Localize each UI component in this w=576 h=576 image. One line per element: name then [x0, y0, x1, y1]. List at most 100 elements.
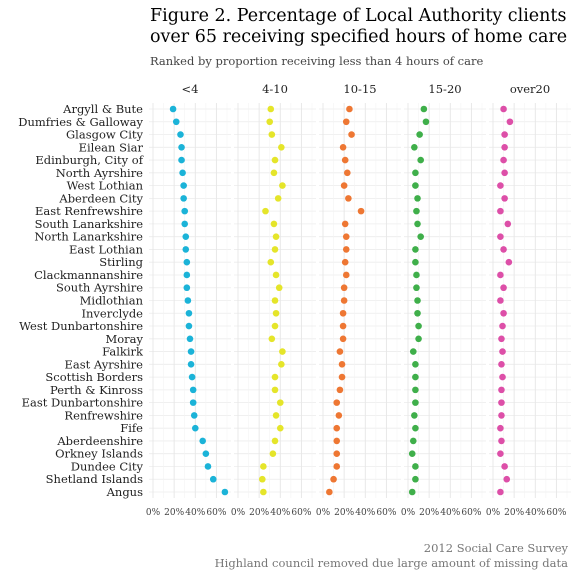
data-point	[412, 361, 419, 368]
data-point	[501, 195, 508, 202]
data-point	[183, 271, 191, 279]
data-point	[180, 182, 187, 189]
y-tick-label: Inverclyde	[81, 306, 143, 320]
y-tick-label: East Ayrshire	[64, 357, 143, 371]
data-point	[279, 182, 286, 189]
data-point	[187, 348, 195, 355]
data-point	[415, 322, 422, 330]
data-point	[272, 271, 280, 279]
data-point	[500, 246, 507, 253]
x-tick-label: 0%	[316, 508, 331, 518]
data-point	[340, 284, 348, 292]
data-point	[333, 437, 341, 445]
data-point	[342, 246, 350, 253]
data-point	[268, 131, 276, 138]
facet-panel: over20 0% 20% 40% 60%	[486, 82, 571, 518]
data-point	[498, 386, 505, 394]
y-tick-label: Orkney Islands	[55, 447, 143, 461]
data-point	[169, 105, 177, 113]
data-point	[500, 309, 507, 317]
data-point	[497, 297, 504, 304]
data-point	[172, 118, 180, 126]
y-tick-label: Edinburgh, City of	[35, 153, 143, 167]
data-point	[272, 412, 280, 419]
data-point	[500, 156, 507, 164]
data-point	[415, 335, 422, 343]
chart-subtitle: Ranked by proportion receiving less than…	[150, 54, 484, 68]
data-point	[336, 386, 344, 394]
y-tick-label: Stirling	[99, 255, 143, 269]
data-point	[271, 246, 279, 253]
data-point	[179, 169, 186, 177]
data-point	[333, 399, 341, 406]
data-point	[340, 297, 348, 304]
y-tick-label: South Ayrshire	[56, 281, 143, 295]
data-point	[357, 207, 365, 215]
data-point	[501, 144, 508, 151]
data-point	[186, 335, 194, 343]
y-tick-label: East Lothian	[69, 242, 144, 256]
facet-panel: 15-20 0% 20% 40% 60%	[401, 82, 486, 518]
dot-plot-chart: <40% 20% 40% 60%4-100% 20% 40% 60%10-150% 20% 40…	[18, 82, 571, 518]
data-point	[498, 437, 505, 445]
data-point	[276, 424, 284, 432]
y-tick-label: Shetland Islands	[46, 472, 143, 486]
data-point	[412, 386, 419, 394]
data-point	[417, 233, 424, 240]
data-point	[339, 144, 347, 151]
data-point	[271, 386, 279, 394]
data-point	[412, 399, 419, 406]
data-point	[339, 322, 347, 330]
data-point	[278, 361, 285, 368]
y-tick-label: Aberdeenshire	[56, 434, 143, 448]
data-point	[497, 488, 504, 496]
data-point	[414, 195, 421, 202]
data-point	[191, 424, 199, 432]
x-tick-label: 60%	[546, 508, 566, 518]
data-point	[270, 169, 278, 177]
data-point	[189, 399, 197, 406]
data-point	[412, 169, 419, 177]
y-tick-label: Falkirk	[102, 345, 144, 359]
data-point	[342, 233, 350, 240]
data-point	[267, 105, 275, 113]
x-tick-label: 60%	[206, 508, 226, 518]
data-point	[202, 450, 210, 458]
x-tick-label: 0%	[401, 508, 416, 518]
data-point	[339, 335, 347, 343]
data-point	[341, 156, 349, 164]
data-point	[500, 284, 507, 292]
data-point	[505, 258, 513, 266]
data-point	[274, 195, 282, 202]
data-point	[498, 335, 505, 343]
data-point	[342, 118, 350, 126]
data-point	[333, 424, 341, 432]
data-point	[260, 488, 267, 496]
data-point	[414, 220, 421, 228]
y-tick-label: Angus	[106, 485, 143, 499]
data-point	[271, 297, 279, 304]
data-point	[498, 361, 505, 368]
data-point	[409, 348, 417, 355]
x-tick-label: 40%	[355, 508, 375, 518]
data-point	[411, 412, 418, 419]
data-point	[341, 220, 349, 228]
data-point	[268, 335, 276, 343]
facet-label: 10-15	[343, 82, 376, 96]
facet-label: 15-20	[428, 82, 461, 96]
data-point	[271, 156, 279, 164]
x-tick-label: 40%	[270, 508, 290, 518]
data-point	[338, 361, 346, 368]
data-point	[185, 309, 193, 317]
x-tick-label: 20%	[504, 508, 524, 518]
data-point	[340, 182, 348, 189]
x-tick-label: 60%	[376, 508, 396, 518]
data-point	[346, 105, 353, 113]
y-tick-label: Aberdeen City	[58, 191, 143, 205]
data-point	[408, 488, 416, 496]
y-tick-label: Dumfries & Galloway	[18, 115, 143, 129]
data-point	[501, 131, 508, 138]
data-point	[199, 437, 206, 445]
data-point	[501, 169, 508, 177]
data-point	[345, 195, 352, 202]
